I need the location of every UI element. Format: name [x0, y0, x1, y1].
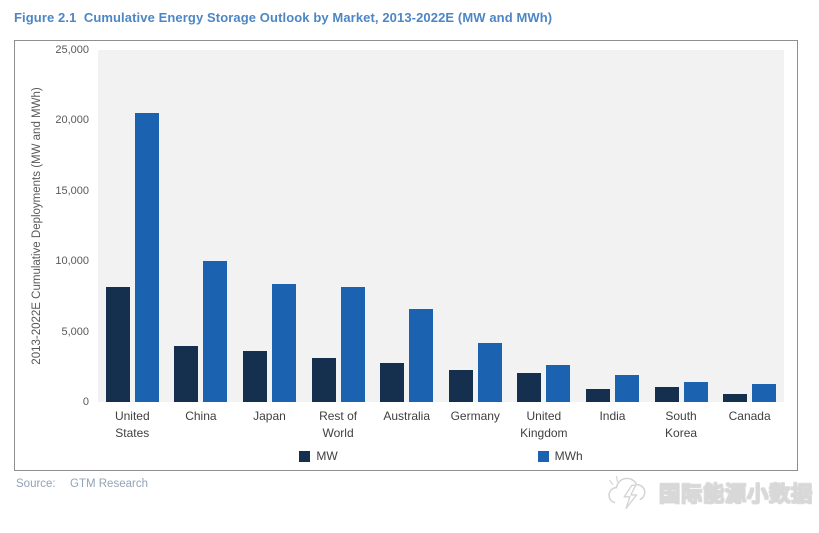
bar-group-japan: [242, 50, 296, 402]
bar-mw-japan: [242, 351, 267, 402]
x-label-germany: Germany: [450, 409, 500, 423]
x-label-japan: Japan: [253, 409, 286, 423]
bar-mw-united-kingdom: [517, 373, 542, 402]
cloud-lightning-logo: [608, 476, 646, 509]
bar-mwh-canada: [752, 384, 777, 402]
bar-mw-united-states: [105, 287, 130, 402]
bar-group-united-kingdom: [517, 50, 571, 402]
y-tick-label-15000: 15,000: [55, 184, 89, 197]
legend-item-mw: MW: [299, 449, 338, 463]
figure-title: Figure 2.1 Cumulative Energy Storage Out…: [14, 10, 553, 25]
y-tick-label-20000: 20,000: [55, 114, 89, 127]
source-row: Source: GTM Research: [16, 478, 148, 490]
bar-mw-germany: [448, 370, 473, 402]
bar-group-canada: [723, 50, 777, 402]
legend: MW MWh: [98, 449, 784, 463]
y-tick-label-0: 0: [82, 396, 89, 408]
bar-mw-china: [174, 346, 199, 402]
bar-mwh-germany: [477, 343, 502, 402]
bar-mwh-india: [614, 375, 639, 402]
bar-group-germany: [448, 50, 502, 402]
bar-group-australia: [380, 50, 434, 402]
x-label-india: India: [599, 409, 626, 423]
x-label-china: China: [185, 409, 217, 423]
plot-area: [98, 50, 784, 402]
x-label-canada: Canada: [728, 409, 771, 423]
bar-mwh-rest-of-world: [340, 287, 365, 402]
y-tick-label-10000: 10,000: [55, 255, 89, 268]
x-label-australia: Australia: [383, 409, 431, 423]
source-value: GTM Research: [70, 478, 148, 490]
bar-group-united-states: [105, 50, 159, 402]
bar-mw-australia: [380, 363, 405, 402]
bar-mwh-united-states: [134, 113, 159, 402]
bar-mwh-united-kingdom: [546, 365, 571, 402]
y-tick-label-5000: 5,000: [61, 325, 89, 338]
watermark-text: 国际能源小数据: [659, 483, 813, 507]
legend-swatch-mw: [299, 450, 311, 462]
bar-group-rest-of-world: [311, 50, 365, 402]
x-label-united-states: United States: [114, 409, 150, 440]
bar-group-south-korea: [654, 50, 708, 402]
bar-mw-india: [585, 389, 610, 402]
bars-row: [98, 50, 784, 402]
source-label: Source:: [16, 478, 56, 490]
x-label-south-korea: South Korea: [665, 409, 698, 440]
bar-mwh-china: [203, 261, 228, 402]
bar-mwh-japan: [271, 284, 296, 402]
y-axis-title: 2013-2022E Cumulative Deployments (MW an…: [31, 87, 43, 365]
bar-group-india: [585, 50, 639, 402]
legend-item-mwh: MWh: [537, 449, 583, 463]
bar-mwh-australia: [409, 309, 434, 402]
y-tick-label-25000: 25,000: [55, 44, 89, 56]
chart-container: 2013-2022E Cumulative Deployments (MW an…: [14, 40, 798, 471]
legend-label-mwh: MWh: [554, 449, 583, 463]
watermark: 国际能源小数据: [602, 471, 813, 515]
bar-group-china: [174, 50, 228, 402]
bar-mw-rest-of-world: [311, 358, 336, 402]
legend-label-mw: MW: [316, 449, 338, 463]
legend-swatch-mwh: [537, 450, 549, 462]
bar-mwh-south-korea: [683, 382, 708, 402]
x-label-united-kingdom: United Kingdom: [520, 409, 568, 440]
x-label-rest-of-world: Rest of World: [319, 409, 358, 440]
x-axis-labels: United States China Japan Rest of World Aust…: [98, 408, 784, 442]
bar-mw-canada: [723, 394, 748, 402]
bar-mw-south-korea: [654, 387, 679, 402]
